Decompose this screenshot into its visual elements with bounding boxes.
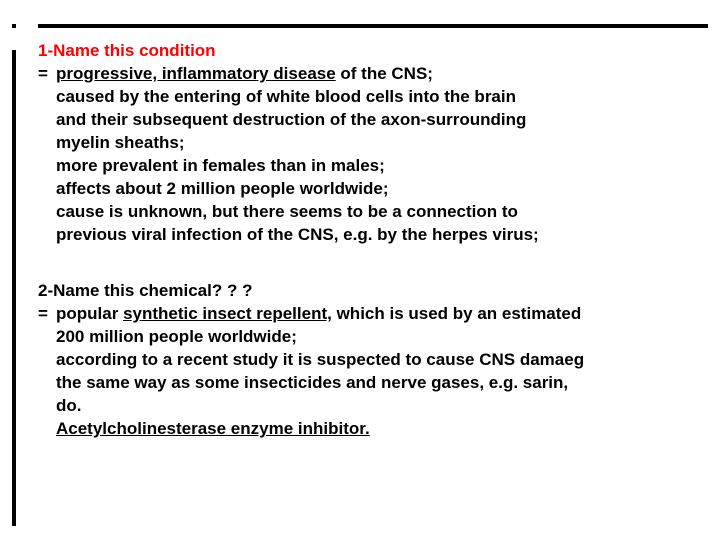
equals-sign: = bbox=[38, 303, 56, 326]
slide-content: 1-Name this condition = progressive, inf… bbox=[38, 40, 696, 441]
question-2-block: 2-Name this chemical? ? ? = popular synt… bbox=[38, 280, 696, 441]
question-2-line: 200 million people worldwide; bbox=[38, 326, 696, 349]
question-1-line: myelin sheaths; bbox=[38, 132, 696, 155]
question-1-block: 1-Name this condition = progressive, inf… bbox=[38, 40, 696, 246]
question-2-lead-pre: popular bbox=[56, 304, 123, 323]
question-2-title: 2-Name this chemical? ? ? bbox=[38, 280, 696, 303]
question-1-line: cause is unknown, but there seems to be … bbox=[38, 201, 696, 224]
question-1-line: affects about 2 million people worldwide… bbox=[38, 178, 696, 201]
question-1-line: caused by the entering of white blood ce… bbox=[38, 86, 696, 109]
question-1-line: more prevalent in females than in males; bbox=[38, 155, 696, 178]
question-2-line: according to a recent study it is suspec… bbox=[38, 349, 696, 372]
question-1-lead-row: = progressive, inflammatory disease of t… bbox=[38, 63, 696, 86]
equals-sign: = bbox=[38, 63, 56, 86]
question-1-lead-rest: of the CNS; bbox=[336, 64, 433, 83]
question-2-lead-underlined: synthetic insect repellent, bbox=[123, 304, 332, 323]
question-2-lead-row: = popular synthetic insect repellent, wh… bbox=[38, 303, 696, 326]
question-2-line: do. bbox=[38, 395, 696, 418]
question-2-last-underlined: Acetylcholinesterase enzyme inhibitor. bbox=[56, 419, 370, 438]
question-2-last-line: Acetylcholinesterase enzyme inhibitor. bbox=[38, 418, 696, 441]
question-2-lead: popular synthetic insect repellent, whic… bbox=[56, 303, 696, 326]
question-1-line: and their subsequent destruction of the … bbox=[38, 109, 696, 132]
question-2-lead-rest: which is used by an estimated bbox=[332, 304, 581, 323]
question-1-lead: progressive, inflammatory disease of the… bbox=[56, 63, 696, 86]
question-1-lead-underlined: progressive, inflammatory disease bbox=[56, 64, 336, 83]
question-1-title: 1-Name this condition bbox=[38, 40, 696, 63]
question-2-line: the same way as some insecticides and ne… bbox=[38, 372, 696, 395]
question-1-line: previous viral infection of the CNS, e.g… bbox=[38, 224, 696, 247]
